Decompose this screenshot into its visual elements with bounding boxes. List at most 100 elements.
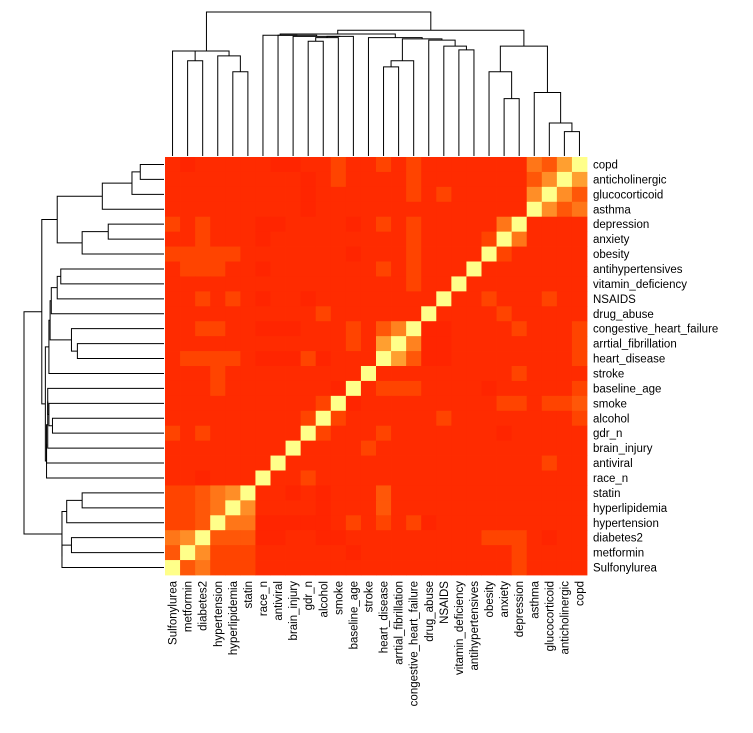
- heatmap-cell: [180, 545, 196, 561]
- heatmap-cell: [240, 470, 256, 486]
- heatmap-cell: [360, 440, 377, 456]
- column-label: Sulfonylurea: [168, 580, 180, 645]
- heatmap-cell: [210, 261, 226, 277]
- heatmap-cell: [210, 440, 226, 456]
- heatmap-cell: [466, 410, 482, 427]
- heatmap-cell: [315, 291, 332, 307]
- heatmap-cell: [526, 276, 543, 292]
- heatmap-cell: [300, 276, 317, 292]
- heatmap-cell: [330, 171, 347, 188]
- heatmap-cell: [391, 395, 407, 412]
- heatmap-cell: [285, 440, 302, 456]
- heatmap-cell: [360, 395, 377, 412]
- heatmap-cell: [391, 336, 407, 352]
- heatmap-cell: [285, 186, 302, 203]
- dendrogram-branch: [533, 92, 562, 156]
- heatmap-cell: [406, 351, 422, 367]
- heatmap-cell: [391, 276, 407, 292]
- heatmap-cell: [511, 171, 528, 188]
- heatmap-cell: [421, 171, 437, 188]
- heatmap-cell: [315, 410, 332, 427]
- heatmap-cell: [180, 321, 196, 337]
- heatmap-cell: [421, 470, 437, 486]
- heatmap-cell: [451, 231, 467, 247]
- heatmap-cell: [466, 261, 482, 277]
- heatmap-cell: [270, 470, 286, 486]
- column-label: race_n: [258, 581, 270, 616]
- heatmap-cell: [511, 410, 528, 427]
- heatmap-cell: [285, 246, 302, 262]
- heatmap-cell: [436, 306, 452, 322]
- heatmap-cell: [541, 186, 558, 203]
- row-label: vitamin_deficiency: [593, 279, 687, 291]
- heatmap-cell: [240, 410, 256, 427]
- heatmap-cell: [255, 306, 271, 322]
- heatmap-cell: [496, 470, 513, 486]
- row-label: antihypertensives: [593, 264, 683, 276]
- heatmap-cell: [330, 500, 347, 516]
- heatmap-cell: [406, 410, 422, 427]
- heatmap-cell: [466, 500, 482, 516]
- heatmap-cell: [436, 410, 452, 427]
- heatmap-cell: [195, 440, 211, 456]
- heatmap-cell: [541, 276, 558, 292]
- heatmap-cell: [330, 351, 347, 367]
- heatmap-cell: [210, 351, 226, 367]
- heatmap-cell: [210, 500, 226, 516]
- heatmap-cell: [225, 425, 241, 442]
- heatmap-cell: [556, 321, 573, 337]
- dendrogram-branch: [548, 122, 573, 156]
- heatmap-cell: [180, 276, 196, 292]
- row-label: anxiety: [593, 234, 630, 246]
- row-label: hypertension: [593, 518, 659, 530]
- heatmap-cell: [345, 171, 362, 188]
- heatmap-cell: [466, 171, 482, 188]
- heatmap-cell: [210, 336, 226, 352]
- heatmap-cell: [556, 201, 573, 218]
- heatmap-cell: [165, 515, 181, 531]
- column-label: drug_abuse: [424, 581, 436, 642]
- row-label: drug_abuse: [593, 309, 654, 321]
- heatmap-cell: [466, 351, 482, 367]
- heatmap-cell: [376, 186, 392, 203]
- heatmap-cell: [556, 246, 573, 262]
- heatmap-cell: [391, 321, 407, 337]
- heatmap-cell: [300, 485, 317, 501]
- heatmap-cell: [165, 201, 181, 218]
- heatmap-cell: [511, 321, 528, 337]
- heatmap-cell: [315, 157, 332, 173]
- heatmap-cell: [391, 186, 407, 203]
- heatmap-cell: [391, 485, 407, 501]
- heatmap-cell: [376, 261, 392, 277]
- heatmap-cell: [556, 231, 573, 247]
- column-label: brain_injury: [288, 581, 300, 641]
- heatmap-cell: [571, 485, 588, 501]
- heatmap-cell: [451, 216, 467, 233]
- heatmap-cell: [406, 231, 422, 247]
- heatmap-cell: [436, 321, 452, 337]
- heatmap-cell: [180, 171, 196, 188]
- row-label: copd: [593, 159, 618, 171]
- heatmap-cell: [270, 246, 286, 262]
- heatmap-cell: [436, 560, 452, 576]
- heatmap-cell: [360, 231, 377, 247]
- heatmap-cell: [376, 246, 392, 262]
- heatmap-cell: [330, 336, 347, 352]
- heatmap-cell: [436, 246, 452, 262]
- heatmap-cell: [466, 231, 482, 247]
- heatmap-cell: [376, 455, 392, 471]
- heatmap-cell: [406, 216, 422, 233]
- heatmap-cell: [511, 306, 528, 322]
- dendrogram-branch: [23, 311, 62, 535]
- heatmap-cell: [556, 157, 573, 173]
- heatmap-cell: [225, 545, 241, 561]
- heatmap-cell: [511, 201, 528, 218]
- heatmap-cell: [541, 500, 558, 516]
- dendrogram-branch: [401, 38, 443, 61]
- heatmap-cell: [345, 306, 362, 322]
- heatmap-cell: [195, 261, 211, 277]
- heatmap-cell: [421, 231, 437, 247]
- heatmap-cell: [180, 246, 196, 262]
- dendrogram-branch: [307, 40, 324, 156]
- heatmap-cell: [466, 485, 482, 501]
